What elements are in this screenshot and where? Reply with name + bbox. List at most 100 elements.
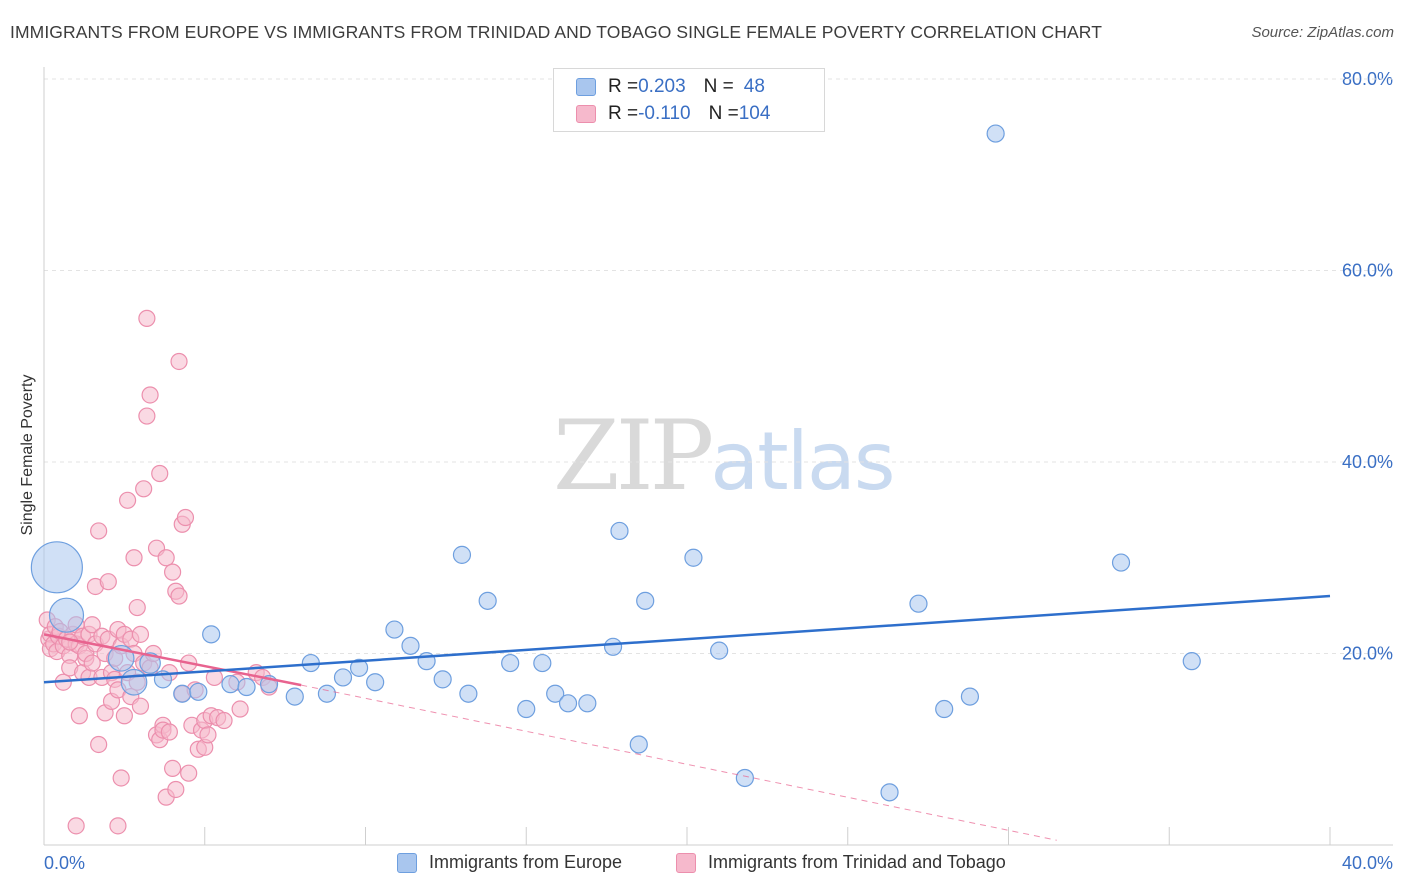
- europe-point: [30, 541, 83, 594]
- series-legend-swatch-europe: [397, 852, 417, 873]
- europe-point: [139, 652, 161, 674]
- europe-point: [401, 636, 420, 655]
- tt-point: [131, 625, 150, 643]
- tt-point: [118, 491, 137, 509]
- europe-point: [1182, 652, 1201, 671]
- europe-point: [501, 653, 520, 673]
- series-legend-tt: Immigrants from Trinidad and Tobago: [676, 852, 1006, 873]
- legend-n-label: N =: [708, 103, 739, 124]
- tt-point: [90, 735, 108, 754]
- tt-point: [128, 598, 146, 617]
- tt-point: [83, 616, 101, 634]
- europe-point: [880, 783, 899, 802]
- tt-point: [83, 654, 101, 672]
- tt-point: [167, 780, 185, 799]
- tt-point: [231, 700, 249, 718]
- legend-r-value-europe: 0.203: [638, 76, 686, 97]
- tt-point: [115, 707, 133, 725]
- europe-point: [935, 699, 954, 719]
- tt-point: [176, 508, 195, 527]
- tt-point: [61, 633, 79, 651]
- correlation-legend: R = 0.203 N = 48 R = -0.110 N = 104: [553, 68, 825, 132]
- series-legend-label-tt: Immigrants from Trinidad and Tobago: [708, 852, 1006, 872]
- y-tick-label: 40.0%: [1342, 452, 1393, 472]
- europe-point: [1111, 553, 1131, 572]
- tt-point: [131, 697, 150, 715]
- legend-row-europe: R = 0.203 N = 48: [576, 75, 765, 99]
- tt-point: [67, 817, 85, 835]
- y-tick-label: 20.0%: [1342, 644, 1393, 664]
- tt-point: [109, 817, 127, 835]
- legend-n-label: N =: [703, 76, 734, 97]
- europe-point: [710, 641, 729, 660]
- y-tick-label: 60.0%: [1342, 261, 1393, 281]
- europe-point: [366, 673, 385, 692]
- tt-point: [151, 464, 169, 483]
- series-legend-label-europe: Immigrants from Europe: [429, 852, 623, 872]
- tt-point: [215, 711, 233, 730]
- europe-point: [558, 694, 578, 713]
- europe-point: [202, 625, 221, 644]
- watermark: ZIPatlas: [553, 400, 896, 512]
- x-tick-label-min: 0.0%: [44, 853, 85, 873]
- europe-point: [452, 545, 472, 564]
- chart-source: Source: ZipAtlas.com: [1251, 24, 1394, 41]
- europe-point: [636, 591, 655, 610]
- europe-point: [610, 521, 629, 541]
- series-legend-europe: Immigrants from Europe: [397, 852, 622, 873]
- tt-point: [157, 549, 175, 567]
- legend-r-label: R =: [608, 103, 639, 124]
- tt-point: [170, 352, 188, 371]
- legend-row-tt: R = -0.110 N = 104: [576, 102, 770, 126]
- europe-point: [459, 684, 478, 703]
- tt-point: [164, 563, 182, 581]
- legend-r-label: R =: [608, 76, 639, 97]
- tt-point: [170, 587, 188, 605]
- europe-point: [221, 675, 240, 694]
- tt-point: [70, 707, 88, 725]
- tt-point: [141, 386, 159, 404]
- tt-point: [180, 764, 198, 782]
- europe-point: [533, 653, 552, 673]
- tt-trend-line: [43, 633, 302, 687]
- europe-point: [684, 548, 703, 567]
- europe-point: [578, 694, 597, 713]
- europe-point: [237, 677, 256, 697]
- tt-point: [160, 723, 178, 741]
- series-legend-swatch-tt: [676, 852, 696, 873]
- europe-point: [986, 124, 1005, 143]
- europe-point: [285, 687, 304, 706]
- tt-point: [125, 549, 143, 567]
- legend-n-value-europe: 48: [743, 76, 765, 97]
- europe-point: [173, 684, 192, 703]
- europe-point: [317, 684, 337, 703]
- x-tick-label-max: 40.0%: [1342, 853, 1393, 873]
- europe-point: [603, 637, 623, 656]
- europe-point: [960, 687, 980, 706]
- legend-n-value-tt: 104: [738, 103, 771, 124]
- chart-title: IMMIGRANTS FROM EUROPE VS IMMIGRANTS FRO…: [10, 22, 1103, 42]
- tt-trend-extension: [301, 684, 1057, 841]
- tt-point: [112, 769, 130, 787]
- europe-point: [909, 594, 928, 613]
- tt-point: [205, 668, 223, 687]
- legend-swatch-tt: [576, 105, 596, 123]
- europe-point: [629, 735, 648, 754]
- europe-point: [735, 768, 754, 788]
- tt-point: [99, 573, 117, 591]
- tt-point: [199, 726, 217, 744]
- legend-swatch-europe: [576, 78, 596, 96]
- europe-point: [333, 668, 353, 687]
- watermark-zip: ZIP: [553, 400, 714, 512]
- europe-point: [478, 591, 497, 610]
- europe-point: [385, 620, 404, 639]
- europe-point: [433, 670, 452, 689]
- tt-point: [138, 309, 156, 327]
- europe-trend-line: [43, 594, 1331, 684]
- series-legend: Immigrants from Europe Immigrants from T…: [0, 852, 1406, 878]
- europe-point: [120, 668, 148, 696]
- tt-point: [135, 480, 153, 498]
- tt-point: [164, 759, 182, 778]
- tt-point: [90, 522, 108, 540]
